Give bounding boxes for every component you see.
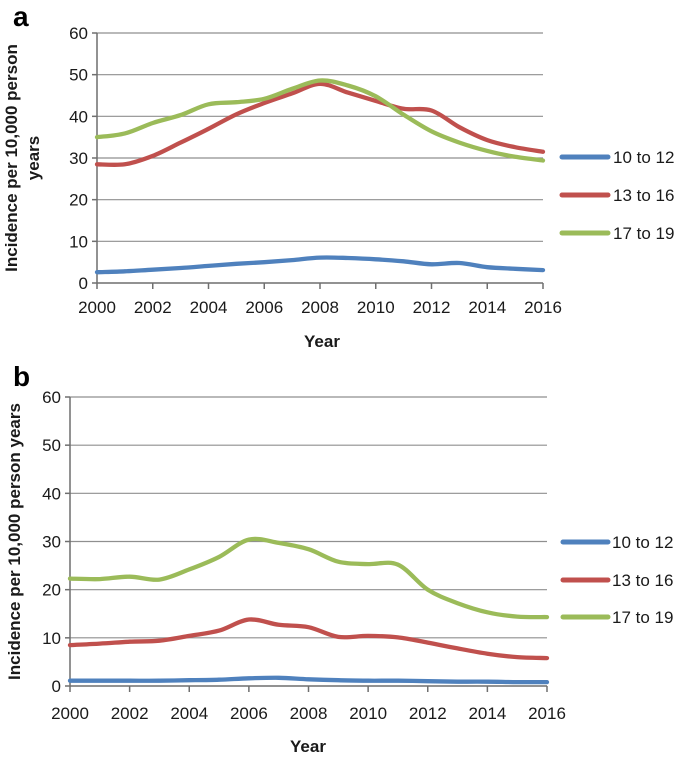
y-tick-label-10: 10	[69, 232, 88, 251]
chart-panel-a: a 0 10 20 30 40 50 60 2000 2002 2004 2006 2008 2010 2…	[0, 0, 685, 360]
y-tick-label-40: 40	[69, 107, 88, 126]
series-line-17-to-19	[94, 78, 546, 163]
y-tick-label-10: 10	[42, 629, 61, 648]
x-tick-label-2008: 2008	[290, 704, 328, 723]
y-tick-label-50: 50	[69, 66, 88, 85]
y-tick-label-50: 50	[42, 436, 61, 455]
x-tick-label-2006: 2006	[245, 298, 283, 317]
series-line-10-to-12	[67, 675, 550, 685]
y-axis-title-line1: Incidence per 10,000 person years	[5, 403, 24, 680]
x-tick-label-2012: 2012	[409, 704, 447, 723]
x-tick-label-2002: 2002	[111, 704, 149, 723]
x-tick-label-2000: 2000	[51, 704, 89, 723]
legend-label-17-to-19: 17 to 19	[613, 224, 674, 243]
x-axis-title: Year	[304, 332, 340, 351]
y-tick-label-20: 20	[69, 191, 88, 210]
x-tick-label-2014: 2014	[468, 298, 506, 317]
y-tick-label-0: 0	[79, 274, 88, 293]
legend-label-17-to-19: 17 to 19	[612, 608, 673, 627]
x-axis-title: Year	[290, 737, 326, 756]
panel-label-a: a	[13, 1, 29, 32]
legend-label-13-to-16: 13 to 16	[613, 186, 674, 205]
series-line-13-to-16	[94, 81, 546, 168]
x-tick-label-2010: 2010	[357, 298, 395, 317]
y-tick-label-40: 40	[42, 484, 61, 503]
y-tick-label-30: 30	[42, 533, 61, 552]
legend-label-13-to-16: 13 to 16	[612, 571, 673, 590]
y-tick-label-30: 30	[69, 149, 88, 168]
series-line-10-to-12	[94, 255, 546, 275]
chart-panel-b: b 0 10 20 30 40 50 60 2000 2002 2004 2006 2008 2010 2…	[0, 360, 685, 759]
legend-label-10-to-12: 10 to 12	[613, 148, 674, 167]
x-tick-label-2004: 2004	[170, 704, 208, 723]
x-tick-label-2010: 2010	[349, 704, 387, 723]
x-tick-label-2006: 2006	[230, 704, 268, 723]
x-tick-label-2004: 2004	[190, 298, 228, 317]
chart-a: 0 10 20 30 40 50 60 2000 2002 2004 2006 2008 2010 201…	[2, 24, 674, 351]
series-line-13-to-16	[67, 617, 550, 661]
y-tick-label-60: 60	[69, 24, 88, 43]
y-tick-label-20: 20	[42, 581, 61, 600]
series-line-17-to-19	[67, 536, 550, 620]
panel-label-b: b	[13, 361, 31, 392]
x-tick-label-2012: 2012	[413, 298, 451, 317]
y-axis-title-line1: Incidence per 10,000 person	[2, 44, 21, 272]
x-tick-label-2008: 2008	[301, 298, 339, 317]
x-tick-label-2016: 2016	[528, 704, 566, 723]
y-tick-label-0: 0	[52, 677, 61, 696]
chart-b: 0 10 20 30 40 50 60 2000 2002 2004 2006 2008 2010 201…	[5, 388, 673, 756]
x-tick-label-2014: 2014	[468, 704, 506, 723]
x-tick-label-2002: 2002	[134, 298, 172, 317]
x-tick-label-2016: 2016	[524, 298, 562, 317]
legend-label-10-to-12: 10 to 12	[612, 533, 673, 552]
y-axis-title-line2: years	[24, 136, 43, 180]
x-tick-label-2000: 2000	[78, 298, 116, 317]
y-tick-label-60: 60	[42, 388, 61, 407]
